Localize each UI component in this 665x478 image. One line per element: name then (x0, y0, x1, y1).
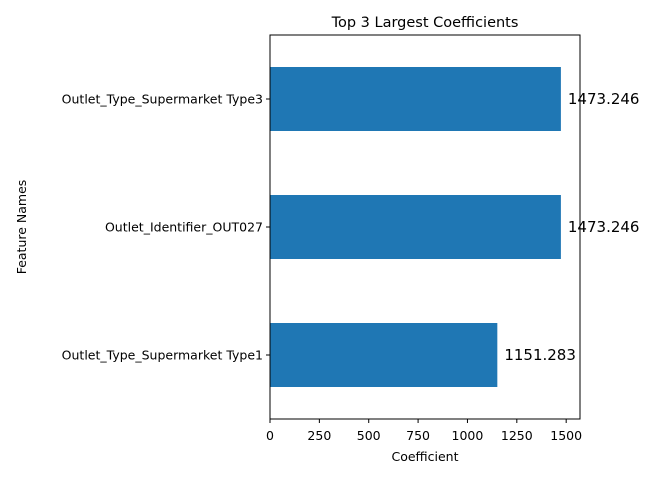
plot-frame (269, 34, 581, 420)
y-axis-label: Feature Names (14, 180, 29, 275)
y-axis-ticks: Outlet_Type_Supermarket Type1 Outlet_Iden… (62, 92, 270, 363)
bar-value-label: 1473.246 (568, 90, 640, 108)
bars-group (270, 67, 561, 387)
y-tick-label: Outlet_Type_Supermarket Type1 (62, 348, 263, 363)
chart-title: Top 3 Largest Coefficients (331, 15, 519, 31)
x-tick-label: 750 (406, 428, 430, 443)
y-tick-label: Outlet_Type_Supermarket Type3 (62, 92, 263, 107)
x-tick-label: 1250 (501, 428, 533, 443)
bar (270, 67, 561, 131)
x-tick-label: 0 (266, 428, 274, 443)
bar-value-label: 1151.283 (504, 346, 576, 364)
bar (270, 195, 561, 259)
x-axis-label: Coefficient (391, 449, 458, 464)
bar-value-label: 1473.246 (568, 218, 640, 236)
y-tick-label: Outlet_Identifier_OUT027 (105, 220, 263, 235)
bar (270, 323, 498, 387)
x-tick-label: 1500 (550, 428, 582, 443)
x-tick-label: 250 (307, 428, 331, 443)
x-axis-ticks: 0 250 500 750 1000 1250 1500 (266, 419, 582, 443)
x-tick-label: 1000 (452, 428, 484, 443)
x-tick-label: 500 (357, 428, 381, 443)
value-labels-group: 1151.283 1473.246 1473.246 (504, 90, 639, 364)
